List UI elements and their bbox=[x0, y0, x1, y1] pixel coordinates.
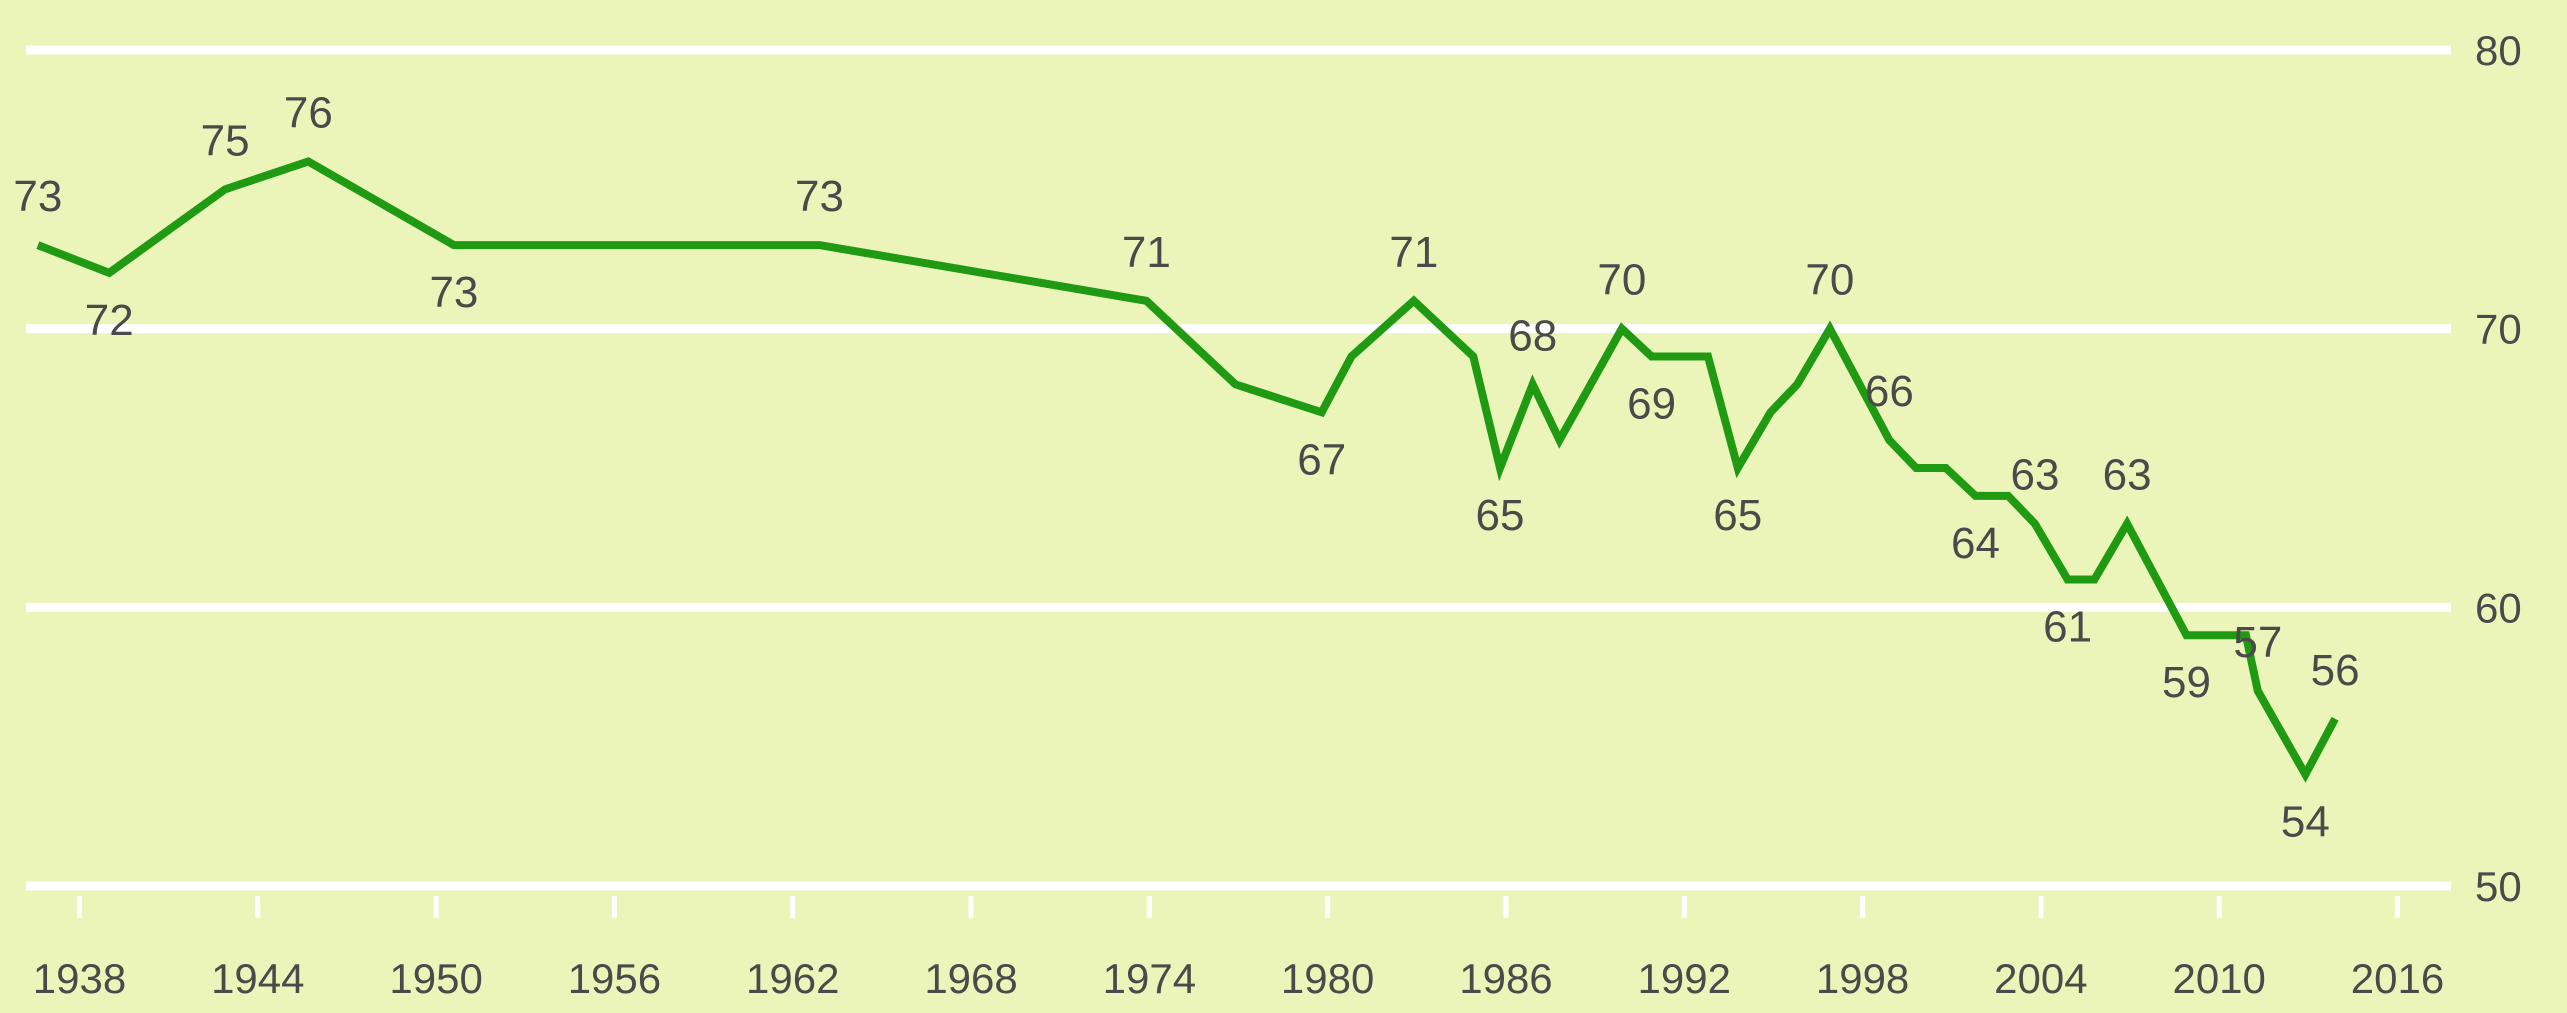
x-tick-label: 2016 bbox=[2351, 955, 2444, 1002]
data-label: 57 bbox=[2233, 618, 2282, 667]
y-tick-label: 60 bbox=[2475, 584, 2522, 631]
data-label: 72 bbox=[85, 296, 134, 345]
data-label: 76 bbox=[284, 88, 333, 137]
x-tick-label: 2010 bbox=[2172, 955, 2265, 1002]
data-label: 70 bbox=[1805, 256, 1854, 305]
data-label: 73 bbox=[795, 172, 844, 221]
y-tick-label: 80 bbox=[2475, 27, 2522, 74]
x-tick-label: 1956 bbox=[568, 955, 661, 1002]
x-tick-label: 1944 bbox=[211, 955, 304, 1002]
data-label: 66 bbox=[1865, 367, 1914, 416]
data-label: 70 bbox=[1597, 256, 1646, 305]
x-tick-label: 1968 bbox=[924, 955, 1017, 1002]
data-label: 73 bbox=[429, 268, 478, 317]
x-tick-label: 1974 bbox=[1103, 955, 1196, 1002]
y-tick-label: 50 bbox=[2475, 863, 2522, 910]
x-axis-tick-labels: 1938 1944 1950 1956 1962 1968 1974 1980 1986 1992… bbox=[33, 955, 2444, 1002]
x-tick-label: 1980 bbox=[1281, 955, 1374, 1002]
data-label: 63 bbox=[2103, 451, 2152, 500]
x-tick-label: 1962 bbox=[746, 955, 839, 1002]
x-tick-label: 2004 bbox=[1994, 955, 2087, 1002]
x-tick-label: 1938 bbox=[33, 955, 126, 1002]
data-label: 65 bbox=[1476, 491, 1525, 540]
data-labels: 7372757673737167716568706965706664636163… bbox=[13, 88, 2359, 846]
y-tick-label: 70 bbox=[2475, 306, 2522, 353]
data-label: 61 bbox=[2043, 602, 2092, 651]
x-axis-ticks bbox=[76, 896, 2401, 918]
x-tick-label: 1998 bbox=[1816, 955, 1909, 1002]
data-label: 71 bbox=[1389, 228, 1438, 277]
x-tick-label: 1986 bbox=[1459, 955, 1552, 1002]
data-label: 71 bbox=[1122, 228, 1171, 277]
data-label: 67 bbox=[1297, 435, 1346, 484]
data-label: 65 bbox=[1713, 491, 1762, 540]
gridlines bbox=[26, 45, 2451, 891]
data-label: 63 bbox=[2010, 451, 2059, 500]
data-label: 54 bbox=[2281, 798, 2330, 847]
x-tick-label: 1950 bbox=[389, 955, 482, 1002]
data-label: 73 bbox=[13, 172, 62, 221]
data-label: 75 bbox=[201, 116, 250, 165]
data-label: 64 bbox=[1951, 519, 2000, 568]
data-label: 59 bbox=[2162, 658, 2211, 707]
data-label: 68 bbox=[1508, 311, 1557, 360]
x-tick-label: 1992 bbox=[1638, 955, 1731, 1002]
data-label: 69 bbox=[1627, 380, 1676, 429]
series-line bbox=[36, 157, 2339, 783]
y-axis-tick-labels: 50 60 70 80 bbox=[2475, 27, 2522, 910]
data-label: 56 bbox=[2311, 646, 2360, 695]
